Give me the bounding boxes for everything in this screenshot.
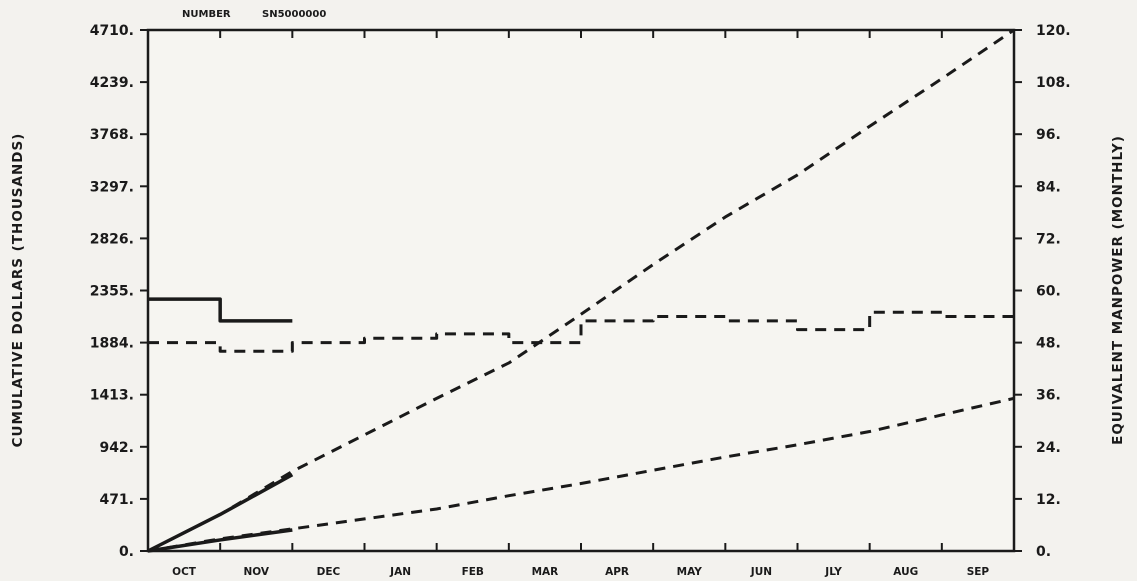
- x-tick-label: MAY: [677, 566, 703, 578]
- x-tick-label: DEC: [317, 566, 341, 578]
- x-axis: OCT NOV DEC JAN FEB MAR APR MAY JUN JLY AUG SEP: [147, 30, 1015, 578]
- y-right-tick-label: 12.: [1036, 492, 1061, 508]
- x-tick-label: JLY: [824, 566, 842, 578]
- y-right-tick-label: 108.: [1036, 75, 1071, 91]
- x-tick-label: NOV: [243, 566, 269, 578]
- y-left-tick-label: 3297.: [90, 179, 134, 195]
- x-tick-label: FEB: [462, 566, 484, 578]
- series-line-2: [147, 473, 294, 553]
- y-right-tick-label: 96.: [1036, 127, 1061, 143]
- series-layer: [147, 28, 1015, 553]
- y-right-tick-label: 120.: [1036, 23, 1071, 39]
- y-axis-right: 0. 12. 24. 36. 48. 60. 72. 84. 96. 108. 120.: [1014, 23, 1071, 560]
- y-right-tick-label: 48.: [1036, 336, 1061, 352]
- y-left-tick-label: 4239.: [90, 75, 134, 91]
- y-left-tick-label: 2355.: [90, 284, 134, 300]
- y-axis-left-label: CUMULATIVE DOLLARS (THOUSANDS): [10, 133, 26, 448]
- y-left-tick-label: 4710.: [90, 23, 134, 39]
- y-right-tick-label: 60.: [1036, 284, 1061, 300]
- y-left-tick-label: 1884.: [90, 336, 134, 352]
- y-left-tick-label: 2826.: [90, 231, 134, 247]
- y-axis-right-label: EQUIVALENT MANPOWER (MONTHLY): [1110, 135, 1126, 445]
- x-tick-label: OCT: [172, 566, 197, 578]
- x-tick-label: SEP: [967, 566, 990, 578]
- y-right-tick-label: 0.: [1036, 544, 1051, 560]
- y-left-tick-label: 3768.: [90, 127, 134, 143]
- series-line-5: [148, 310, 1014, 353]
- y-right-tick-label: 24.: [1036, 440, 1061, 456]
- series-line-1: [147, 28, 1015, 553]
- x-tick-label: MAR: [532, 566, 559, 578]
- series-line-6: [148, 297, 293, 323]
- series-line-3: [147, 396, 1015, 553]
- plot-frame: [146, 28, 1016, 553]
- y-right-tick-label: 72.: [1036, 231, 1061, 247]
- number-value: SN5000000: [262, 9, 326, 20]
- x-tick-label: JAN: [389, 566, 411, 578]
- y-left-tick-label: 0.: [119, 544, 134, 560]
- x-tick-label: APR: [605, 566, 629, 578]
- number-label: NUMBER: [182, 9, 231, 20]
- x-tick-label: AUG: [893, 566, 918, 578]
- x-tick-label: JUN: [750, 566, 772, 578]
- y-axis-left: 0. 471. 942. 1413. 1884. 2355. 2826. 3297. 3768.…: [90, 23, 148, 560]
- y-right-tick-label: 36.: [1036, 388, 1061, 404]
- y-right-tick-label: 84.: [1036, 179, 1061, 195]
- y-left-tick-label: 471.: [99, 492, 134, 508]
- y-left-tick-label: 942.: [99, 440, 134, 456]
- y-left-tick-label: 1413.: [90, 388, 134, 404]
- series-line-4: [147, 528, 293, 553]
